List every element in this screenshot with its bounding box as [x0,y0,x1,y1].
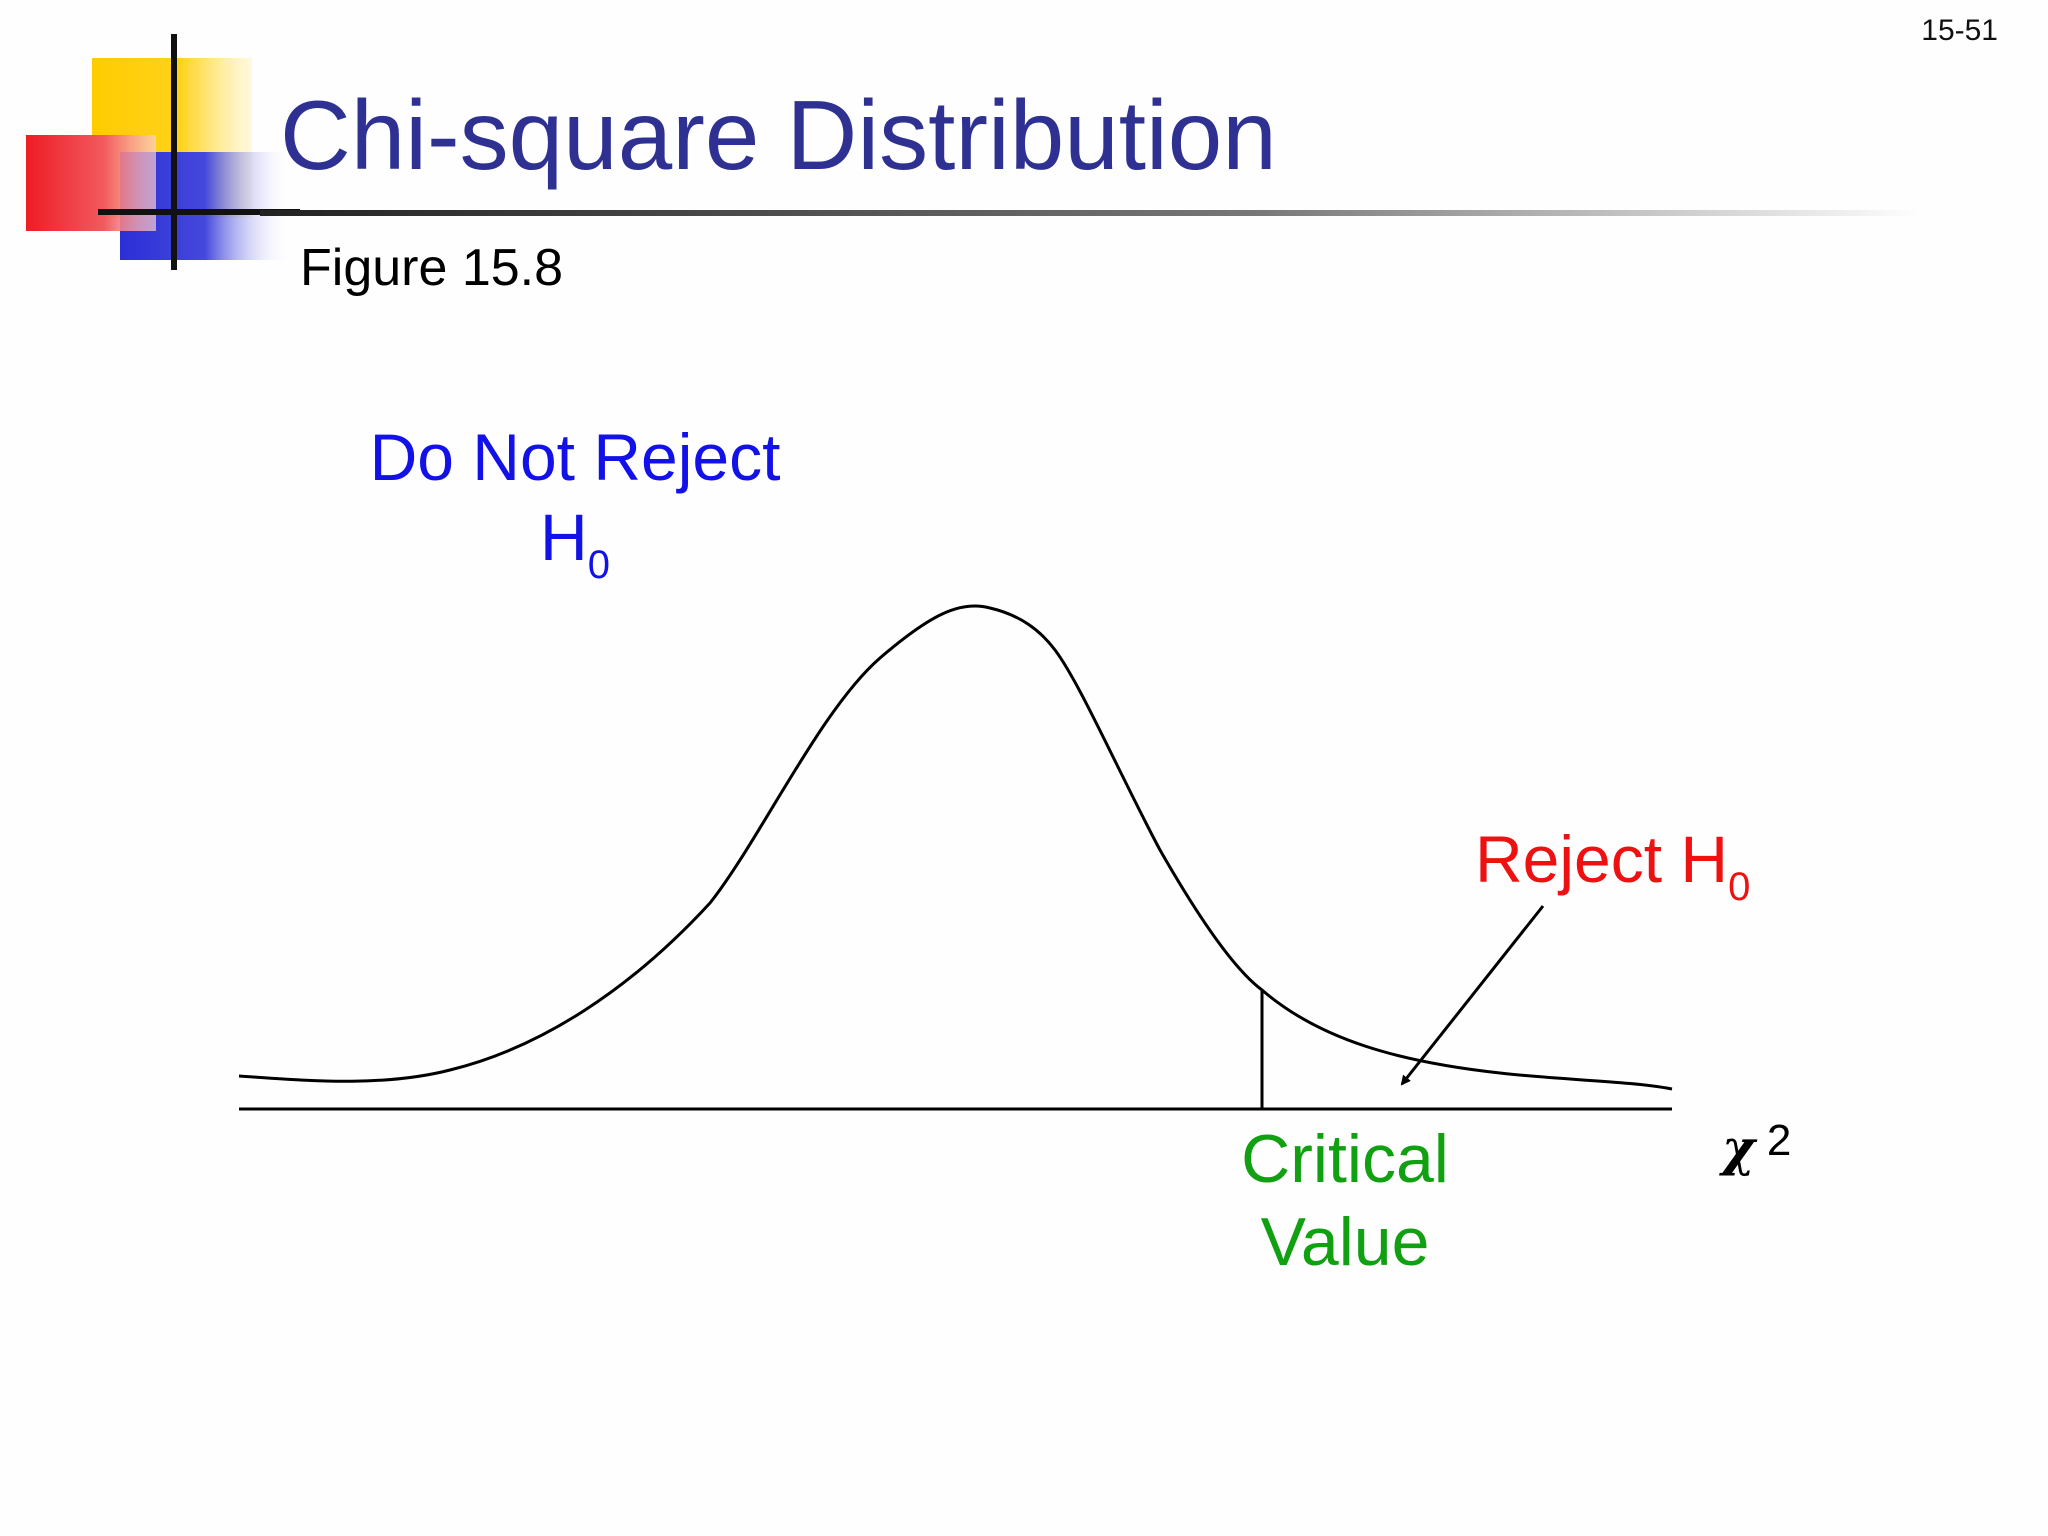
reject-text: Reject H [1475,822,1729,896]
h-subscript: 0 [587,543,610,587]
chi-symbol: χ [1722,1118,1755,1177]
reject-arrow [1400,905,1545,1086]
reject-subscript: 0 [1728,865,1751,909]
distribution-curve [238,604,1673,1091]
reject-label: Reject H0 [1475,826,1750,907]
critical-text: Critical [1241,1121,1449,1197]
critical-value-label: Critical Value [1200,1118,1490,1284]
do-not-reject-h0: H0 [340,504,810,585]
value-text: Value [1260,1203,1430,1280]
deco-red-square [26,135,156,231]
chi-square-diagram [238,604,1673,1111]
slide-title: Chi-square Distribution [280,80,1277,190]
chi-exponent: 2 [1766,1116,1792,1165]
corner-decoration [26,34,300,270]
do-not-reject-label: Do Not Reject H0 [340,420,810,585]
title-underline [260,210,1920,216]
h-symbol: H [540,500,588,574]
figure-caption: Figure 15.8 [300,239,564,297]
slide-number: 15-51 [1921,14,1998,47]
do-not-reject-text: Do Not Reject [369,420,781,494]
